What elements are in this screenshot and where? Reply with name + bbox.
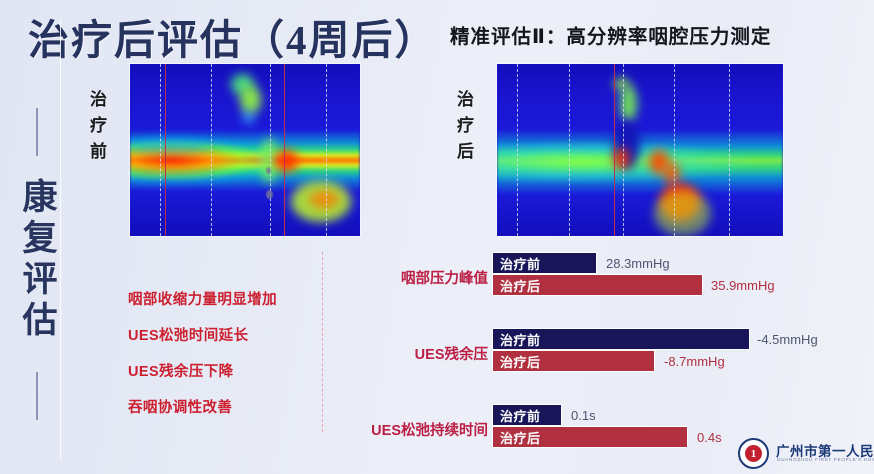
heatmap-blob <box>130 139 209 154</box>
bar-row-pre: 治疗前 0.1s <box>492 404 874 426</box>
heatmap-blob <box>309 191 340 209</box>
heatmap-blob <box>662 162 681 185</box>
heatmap-gridline <box>270 64 272 236</box>
list-item: 吞咽协调性改善 <box>128 400 233 416</box>
bar-series-label: 治疗后 <box>500 278 541 294</box>
heatmap-blob <box>654 191 712 236</box>
heatmap-gridline <box>728 64 730 236</box>
sidebar-divider <box>60 20 61 460</box>
chart-category-label: 咽部压力峰值 <box>401 271 488 287</box>
list-item: 咽部收缩力量明显增加 <box>128 292 277 308</box>
rail-dash-bottom <box>36 372 38 420</box>
post-treatment-heatmap <box>497 64 783 236</box>
bar-value-post: 35.9mmHg <box>711 277 775 293</box>
page-subtitle: 精准评估Ⅱ：高分辨率咽腔压力测定 <box>450 26 772 48</box>
bar-row-pre: 治疗前 28.3mmHg <box>492 252 874 274</box>
chart-group: UES松弛持续时间 治疗前 0.1s 治疗后 0.4s <box>340 404 874 456</box>
heatmap-blob <box>240 86 262 114</box>
bar-series-label: 治疗前 <box>500 256 541 272</box>
bar-pre: 治疗前 <box>492 252 597 274</box>
heatmap-gridline <box>568 64 570 236</box>
chart-group: UES残余压 治疗前 -4.5mmHg 治疗后 -8.7mmHg <box>340 328 874 380</box>
pre-treatment-label: 治疗前 <box>87 90 106 168</box>
bar-pre: 治疗前 <box>492 328 750 350</box>
heatmap-blob <box>274 150 298 173</box>
bar-value-post: 0.4s <box>697 429 722 445</box>
chart-category-label: UES残余压 <box>414 347 488 363</box>
hospital-name-en: GUANGZHOU FIRST PEOPLE'S HOSPITAL <box>777 457 874 462</box>
heatmap-gridline <box>517 64 519 236</box>
page-title: 治疗后评估（4周后） <box>28 17 438 63</box>
bar-series-label: 治疗前 <box>500 332 541 348</box>
chart-category-label: UES松弛持续时间 <box>371 423 488 439</box>
bar-pre: 治疗前 <box>492 404 562 426</box>
heatmap-point-marker <box>265 167 271 175</box>
rail-dash-top <box>36 108 38 156</box>
chart-group: 咽部压力峰值 治疗前 28.3mmHg 治疗后 35.9mmHg <box>340 252 874 304</box>
heatmap-blob <box>242 110 255 125</box>
sidebar-rail-label: 康复评估 <box>17 178 57 342</box>
heatmap-marker-line <box>614 64 616 236</box>
heatmap-marker-line <box>284 64 286 236</box>
heatmap-gridline <box>674 64 676 236</box>
bar-post: 治疗后 <box>492 274 703 296</box>
heatmap-gridline <box>159 64 161 236</box>
logo-number: 1 <box>745 445 762 462</box>
bar-post: 治疗后 <box>492 426 688 448</box>
heatmap-marker-line <box>164 64 166 236</box>
bar-series-label: 治疗前 <box>500 408 541 424</box>
bar-value-pre: -4.5mmHg <box>757 331 818 347</box>
bar-value-post: -8.7mmHg <box>664 353 725 369</box>
post-treatment-label: 治疗后 <box>454 90 473 168</box>
heatmap-gradient <box>497 64 783 236</box>
pre-treatment-heatmap <box>130 64 360 236</box>
bar-row-post: 治疗后 35.9mmHg <box>492 274 874 296</box>
heatmap-blob <box>261 137 278 183</box>
sidebar-rail: 康复评估 <box>14 108 60 456</box>
findings-list: 咽部收缩力量明显增加 UES松弛时间延长 UES残余压下降 吞咽协调性改善 <box>128 288 318 432</box>
bar-row-post: 治疗后 0.4s <box>492 426 874 448</box>
heatmap-point-marker <box>265 189 273 199</box>
hospital-badge-icon: 1 <box>738 438 769 469</box>
heatmap-gridline <box>622 64 624 236</box>
bar-row-post: 治疗后 -8.7mmHg <box>492 350 874 372</box>
bar-post: 治疗后 <box>492 350 655 372</box>
bar-value-pre: 28.3mmHg <box>606 255 670 271</box>
bar-series-label: 治疗后 <box>500 430 541 446</box>
heatmap-gridline <box>210 64 212 236</box>
comparison-bar-chart: 咽部压力峰值 治疗前 28.3mmHg 治疗后 35.9mmHg UES残余压 … <box>340 252 874 464</box>
list-item: UES残余压下降 <box>128 364 234 380</box>
heatmap-blob <box>619 84 638 123</box>
heatmap-gridline <box>325 64 327 236</box>
list-item: UES松弛时间延长 <box>128 328 249 344</box>
hospital-logo: 1 广州市第一人民医院 GUANGZHOU FIRST PEOPLE'S HOS… <box>738 437 874 471</box>
hospital-name-cn: 广州市第一人民医院 <box>776 444 874 459</box>
bar-value-pre: 0.1s <box>571 407 596 423</box>
bar-row-pre: 治疗前 -4.5mmHg <box>492 328 874 350</box>
vertical-dashed-divider <box>322 252 323 432</box>
bar-series-label: 治疗后 <box>500 354 541 370</box>
heatmap-blob <box>614 148 629 169</box>
